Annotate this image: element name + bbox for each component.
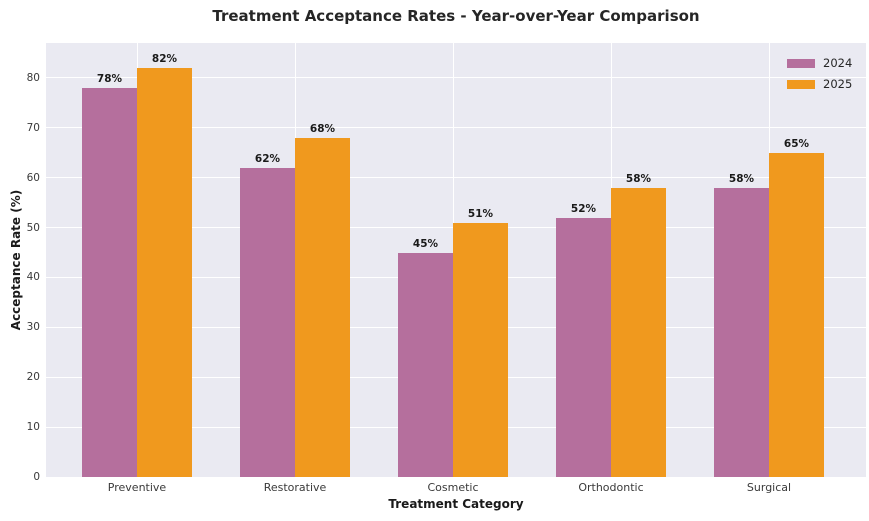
bar-value-label: 82% <box>151 52 178 65</box>
h-gridline-0 <box>46 476 866 478</box>
y-tick-30: 30 <box>26 321 40 334</box>
bar-restorative-2024: 62% <box>240 153 295 477</box>
bar-value-label: 78% <box>96 72 123 85</box>
bar-value-label: 65% <box>783 137 810 150</box>
plot-area: 78% 82% 62% 68% 45% 51% 52% 58% 58% 65% 2024 2025 <box>46 43 866 478</box>
legend-swatch-2024 <box>787 58 815 68</box>
h-gridline-60 <box>46 177 866 179</box>
bar-cosmetic-2025: 51% <box>453 208 508 477</box>
y-tick-20: 20 <box>26 371 40 384</box>
bar-surgical-2024: 58% <box>714 173 769 477</box>
bar-orthodontic-2025: 58% <box>611 173 666 477</box>
bar-preventive-2025: 82% <box>137 53 192 477</box>
legend-label-2025: 2025 <box>823 77 853 91</box>
y-tick-40: 40 <box>26 271 40 284</box>
bar-value-label: 58% <box>625 172 652 185</box>
y-tick-10: 10 <box>26 421 40 434</box>
y-axis-label: Acceptance Rate (%) <box>9 189 23 331</box>
bar-value-label: 68% <box>309 122 336 135</box>
bar-value-label: 62% <box>254 152 281 165</box>
bar-value-label: 45% <box>412 237 439 250</box>
bar-group-cosmetic: 45% 51% <box>398 208 508 477</box>
x-tick-cosmetic: Cosmetic <box>427 481 479 494</box>
bar-value-label: 58% <box>728 172 755 185</box>
legend-swatch-2025 <box>787 79 815 89</box>
x-tick-orthodontic: Orthodontic <box>578 481 644 494</box>
legend-label-2024: 2024 <box>823 56 853 70</box>
x-axis-label: Treatment Category <box>388 497 524 511</box>
x-tick-restorative: Restorative <box>263 481 327 494</box>
bar-group-orthodontic: 52% 58% <box>556 173 666 477</box>
h-gridline-70 <box>46 127 866 129</box>
legend-row-2024: 2024 <box>787 56 853 70</box>
x-tick-preventive: Preventive <box>107 481 167 494</box>
legend-row-2025: 2025 <box>787 77 853 91</box>
chart-title: Treatment Acceptance Rates - Year-over-Y… <box>212 7 700 25</box>
bar-restorative-2025: 68% <box>295 123 350 477</box>
bar-orthodontic-2024: 52% <box>556 203 611 477</box>
x-tick-surgical: Surgical <box>746 481 792 494</box>
bar-group-restorative: 62% 68% <box>240 123 350 477</box>
bar-group-surgical: 58% 65% <box>714 138 824 477</box>
legend: 2024 2025 <box>785 52 855 95</box>
bar-cosmetic-2024: 45% <box>398 238 453 477</box>
y-tick-70: 70 <box>26 121 40 134</box>
bar-preventive-2024: 78% <box>82 73 137 477</box>
bar-value-label: 51% <box>467 207 494 220</box>
y-tick-0: 0 <box>33 471 40 483</box>
bar-surgical-2025: 65% <box>769 138 824 477</box>
h-gridline-80 <box>46 77 866 79</box>
y-tick-50: 50 <box>26 221 40 234</box>
bar-group-preventive: 78% 82% <box>82 53 192 477</box>
y-tick-80: 80 <box>26 71 40 84</box>
y-tick-60: 60 <box>26 171 40 184</box>
bar-value-label: 52% <box>570 202 597 215</box>
